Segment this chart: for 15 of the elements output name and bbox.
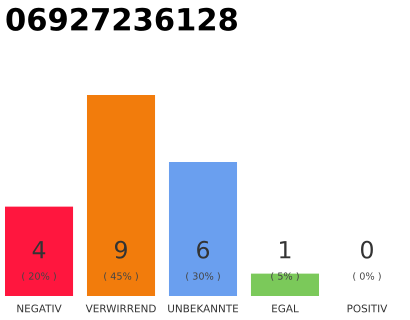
chart-title: 06927236128 [6, 8, 237, 31]
data-label: 0 ( 0% ) [353, 240, 381, 281]
x-tick-label: POSITIV [348, 304, 388, 312]
bar [5, 206, 74, 296]
data-label: 9 ( 45% ) [104, 240, 138, 281]
x-tick-label: UNBEKANNTE [168, 304, 238, 312]
bar [86, 95, 156, 296]
x-tick-label: VERWIRREND [86, 304, 156, 312]
bar [168, 162, 238, 296]
data-label: 4 ( 20% ) [22, 241, 56, 281]
data-label: 1 ( 5% ) [271, 241, 299, 281]
bar [250, 274, 320, 296]
x-tick-label: NEGATIV [17, 304, 62, 312]
data-label: 6 ( 30% ) [186, 240, 220, 281]
x-tick-label: EGAL [272, 304, 299, 312]
